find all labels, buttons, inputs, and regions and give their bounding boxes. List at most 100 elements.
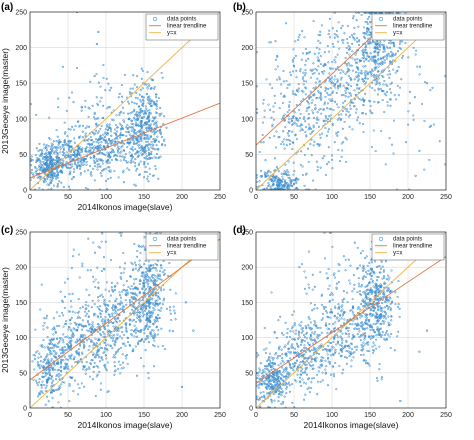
data-point (293, 111, 296, 114)
data-point (299, 350, 302, 353)
data-point (369, 52, 372, 55)
data-point (304, 325, 307, 328)
data-point (361, 315, 364, 318)
data-point (76, 12, 79, 14)
data-point (354, 61, 357, 64)
data-point (263, 109, 266, 112)
data-point (104, 318, 107, 321)
y-tick-label: 250 (241, 10, 253, 17)
data-point (134, 158, 137, 161)
data-point (346, 67, 349, 70)
data-point (299, 163, 302, 166)
data-point (270, 383, 273, 386)
data-point (132, 140, 135, 143)
data-point (327, 33, 330, 36)
data-point (270, 291, 273, 294)
data-point (119, 300, 122, 303)
data-point (143, 327, 146, 330)
data-point (133, 261, 137, 264)
data-point (97, 163, 100, 166)
data-point (77, 120, 80, 123)
data-point (121, 106, 124, 109)
data-point (148, 287, 151, 290)
data-point (337, 21, 340, 24)
data-point (137, 136, 140, 139)
data-point (291, 313, 294, 316)
data-point (350, 78, 353, 81)
data-point (259, 405, 262, 408)
data-point (370, 72, 373, 75)
data-point (154, 165, 157, 168)
data-point (142, 315, 145, 318)
data-point (300, 355, 303, 358)
x-tick-label: 0 (28, 194, 32, 201)
data-point (375, 377, 378, 380)
data-point (36, 361, 39, 364)
data-point (64, 131, 67, 134)
data-point (51, 366, 54, 369)
data-point (78, 136, 81, 140)
data-point (100, 96, 103, 99)
data-point (97, 117, 100, 120)
data-point (389, 46, 392, 49)
data-point (156, 320, 159, 323)
y-tick-label: 200 (241, 45, 253, 52)
data-point (350, 365, 353, 368)
data-point (333, 32, 336, 35)
data-point (111, 305, 114, 308)
data-point (348, 346, 351, 349)
data-point (119, 131, 122, 134)
data-point (67, 365, 70, 368)
data-point (381, 43, 384, 46)
data-point (39, 308, 42, 311)
data-point (347, 115, 350, 118)
data-point (383, 110, 386, 114)
data-point (39, 160, 42, 163)
data-point (67, 358, 70, 361)
data-point (39, 390, 42, 393)
data-point (356, 76, 359, 79)
data-point (96, 102, 99, 105)
data-point (109, 170, 112, 174)
data-point (317, 39, 320, 42)
data-point (146, 175, 149, 178)
data-point (159, 133, 163, 136)
data-point (106, 308, 109, 311)
data-point (100, 320, 103, 323)
data-point (98, 309, 101, 312)
data-point (322, 72, 325, 75)
data-point (95, 42, 98, 46)
data-point (303, 287, 306, 290)
data-point (299, 112, 302, 115)
data-point (133, 118, 136, 121)
data-point (151, 290, 154, 293)
data-point (115, 337, 119, 340)
data-point (121, 134, 124, 137)
data-point (168, 261, 171, 265)
data-point (173, 309, 176, 312)
data-point (95, 123, 98, 126)
data-point (307, 324, 310, 327)
data-point (371, 302, 375, 305)
data-point (272, 357, 275, 360)
data-point (274, 383, 277, 386)
data-point (389, 73, 392, 76)
data-point (146, 285, 150, 288)
data-point (85, 300, 88, 304)
data-point (304, 93, 307, 96)
data-point (332, 67, 335, 70)
data-point (124, 153, 127, 156)
data-point (340, 76, 343, 79)
data-point (295, 104, 299, 107)
data-point (289, 365, 292, 369)
data-point (304, 188, 307, 190)
data-point (91, 329, 94, 332)
data-point (304, 363, 307, 366)
data-point (290, 180, 293, 183)
data-point (292, 70, 295, 73)
data-point (361, 49, 364, 52)
data-point (276, 78, 279, 81)
data-point (352, 352, 355, 355)
data-point (325, 365, 328, 368)
data-point (114, 157, 117, 161)
